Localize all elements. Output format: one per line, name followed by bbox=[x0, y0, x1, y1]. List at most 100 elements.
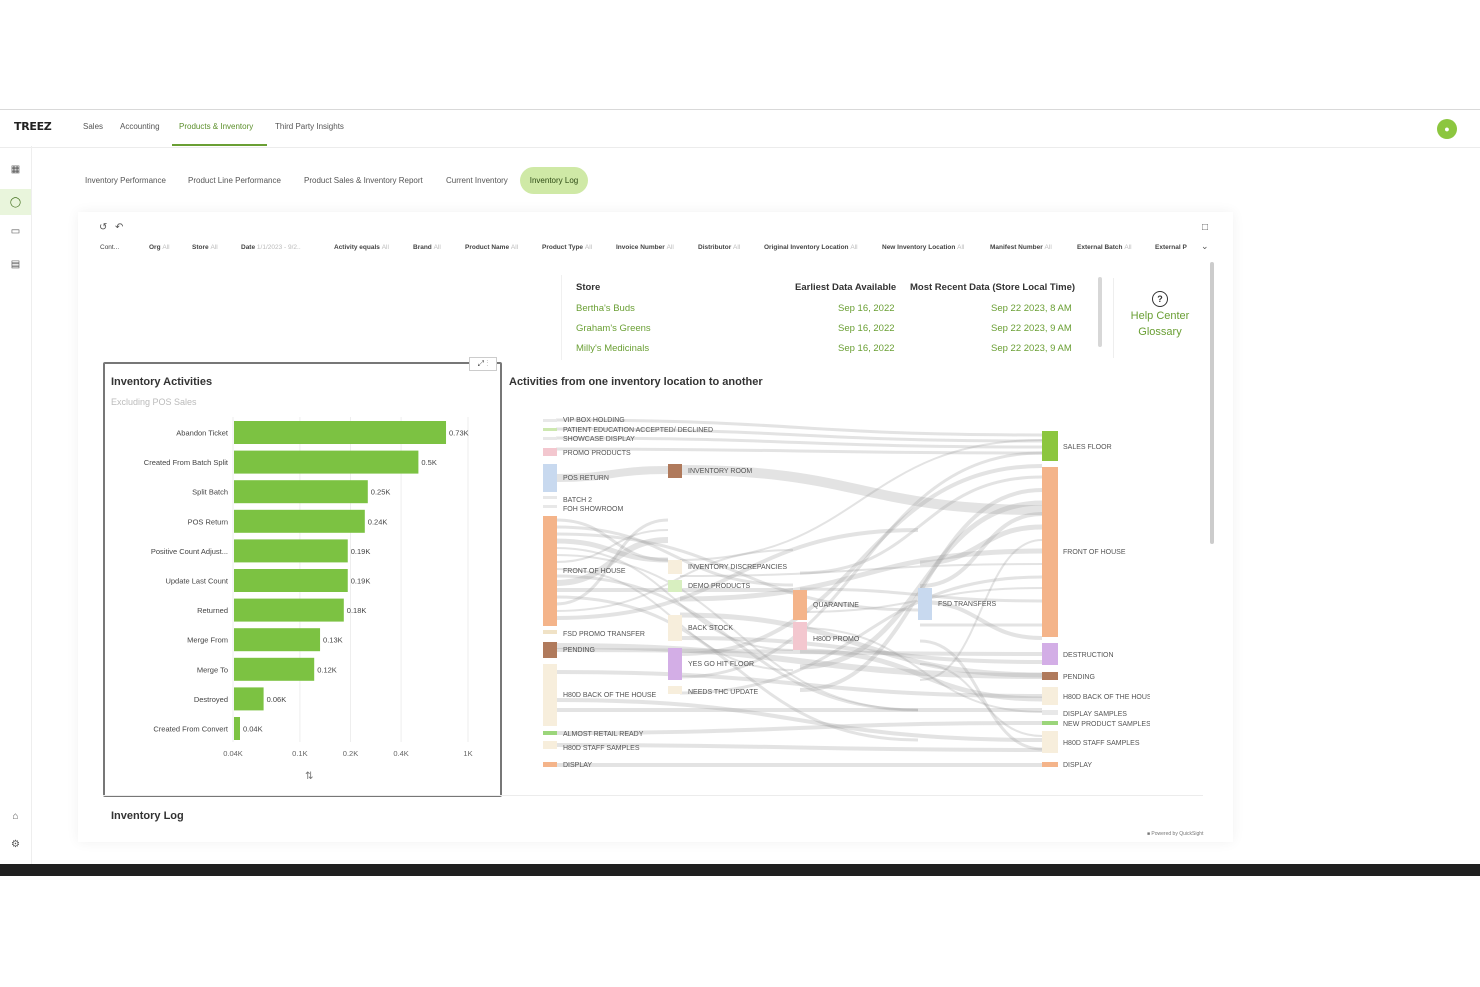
help-center-link[interactable]: Help Center bbox=[1130, 310, 1190, 322]
nav-products-inventory[interactable]: Products & Inventory bbox=[179, 122, 254, 131]
sankey-node[interactable] bbox=[1042, 672, 1058, 680]
sankey-node[interactable] bbox=[1042, 431, 1058, 461]
expand-icon[interactable]: ⤢ bbox=[477, 359, 485, 368]
panel-scrollbar[interactable] bbox=[1210, 262, 1214, 544]
filter-invoice-number[interactable]: Invoice Number All bbox=[616, 244, 674, 251]
sankey-node[interactable] bbox=[543, 428, 557, 431]
nav-third-party-insights[interactable]: Third Party Insights bbox=[275, 122, 344, 131]
filter-controls[interactable]: Cont... bbox=[100, 244, 120, 251]
store-name[interactable]: Milly's Medicinals bbox=[576, 343, 650, 354]
filter-org[interactable]: Org All bbox=[149, 244, 170, 251]
filter-product-name[interactable]: Product Name All bbox=[465, 244, 519, 251]
filter-manifest-number[interactable]: Manifest Number All bbox=[990, 244, 1052, 251]
glossary-link[interactable]: Glossary bbox=[1138, 326, 1182, 338]
sankey-node[interactable] bbox=[543, 496, 557, 499]
sankey-node[interactable] bbox=[543, 741, 557, 749]
bar[interactable] bbox=[234, 717, 240, 740]
bar[interactable] bbox=[234, 450, 419, 474]
store-name[interactable]: Bertha's Buds bbox=[576, 303, 635, 314]
refresh-icon[interactable]: ◯ bbox=[9, 197, 22, 208]
sankey-node[interactable] bbox=[668, 615, 682, 641]
nav-accounting[interactable]: Accounting bbox=[120, 122, 160, 131]
sankey-flow bbox=[679, 548, 1043, 602]
chevron-down-icon[interactable]: ⌄ bbox=[1201, 241, 1209, 251]
filter-activity[interactable]: Activity equals All bbox=[334, 244, 389, 251]
sankey-node-label: POS RETURN bbox=[563, 475, 609, 482]
sankey-node[interactable] bbox=[793, 590, 807, 620]
nav-sales[interactable]: Sales bbox=[83, 122, 104, 131]
filter-external-p[interactable]: External P bbox=[1155, 244, 1187, 251]
sankey-node[interactable] bbox=[1042, 467, 1058, 637]
bar-value-label: 0.5K bbox=[421, 458, 436, 467]
sankey-node[interactable] bbox=[1042, 731, 1058, 753]
filter-distributor[interactable]: Distributor All bbox=[698, 244, 741, 251]
sankey-node[interactable] bbox=[1042, 710, 1058, 715]
sankey-node[interactable] bbox=[543, 505, 557, 508]
filter-brand[interactable]: Brand All bbox=[413, 244, 441, 251]
home-icon[interactable]: ⌂ bbox=[12, 811, 19, 822]
tab-inventory-log[interactable]: Inventory Log bbox=[520, 167, 588, 194]
help-center-glossary[interactable]: ? Help Center Glossary bbox=[1113, 278, 1206, 358]
filter-store[interactable]: Store All bbox=[192, 244, 218, 251]
sankey-node[interactable] bbox=[793, 622, 807, 650]
bar[interactable] bbox=[234, 598, 344, 622]
visual-menu[interactable]: ⤢ ⋮ bbox=[469, 357, 497, 371]
sankey-node[interactable] bbox=[543, 762, 557, 767]
filter-date[interactable]: Date 1/1/2023 - 9/2.. bbox=[241, 244, 301, 251]
bar[interactable] bbox=[234, 657, 315, 681]
sankey-node[interactable] bbox=[668, 686, 682, 694]
tab-product-sales-inventory-report[interactable]: Product Sales & Inventory Report bbox=[304, 176, 423, 185]
bar[interactable] bbox=[234, 539, 348, 563]
dashboard-icon[interactable]: ▦ bbox=[10, 164, 21, 175]
more-options-icon[interactable]: ⋮ bbox=[486, 359, 489, 368]
filter-original-location[interactable]: Original Inventory Location All bbox=[764, 244, 858, 251]
store-name[interactable]: Graham's Greens bbox=[576, 323, 651, 334]
tab-inventory-performance[interactable]: Inventory Performance bbox=[85, 176, 166, 185]
user-avatar-icon[interactable]: ● bbox=[1437, 119, 1457, 139]
back-icon[interactable]: ↶ bbox=[115, 222, 124, 233]
sankey-node[interactable] bbox=[668, 580, 682, 592]
sankey-flow bbox=[799, 627, 1043, 713]
bar[interactable] bbox=[234, 687, 264, 711]
table-scrollbar[interactable] bbox=[1098, 277, 1102, 347]
sankey-flow bbox=[679, 451, 1043, 679]
sankey-node[interactable] bbox=[668, 648, 682, 680]
sankey-node[interactable] bbox=[543, 516, 557, 626]
tab-current-inventory[interactable]: Current Inventory bbox=[446, 176, 508, 185]
sankey-node[interactable] bbox=[543, 448, 557, 456]
calendar-icon[interactable]: ▤ bbox=[10, 259, 21, 270]
sankey-node[interactable] bbox=[543, 419, 557, 422]
bar[interactable] bbox=[234, 421, 447, 444]
treez-logo[interactable]: TREEZ bbox=[14, 120, 52, 133]
bar[interactable] bbox=[234, 628, 321, 652]
bar-value-label: 0.04K bbox=[243, 725, 263, 734]
sort-icon[interactable]: ⇅ bbox=[305, 771, 314, 782]
bar[interactable] bbox=[234, 509, 365, 533]
sankey-node[interactable] bbox=[543, 437, 557, 440]
filter-product-type[interactable]: Product Type All bbox=[542, 244, 593, 251]
folder-icon[interactable]: ▭ bbox=[10, 226, 21, 237]
sankey-node[interactable] bbox=[543, 731, 557, 735]
tab-product-line-performance[interactable]: Product Line Performance bbox=[188, 176, 281, 185]
sankey-node[interactable] bbox=[543, 664, 557, 726]
undo-icon[interactable]: ↺ bbox=[99, 222, 108, 233]
sankey-node-label: H80D BACK OF THE HOUSE bbox=[563, 692, 657, 699]
sankey-node[interactable] bbox=[668, 560, 682, 574]
sankey-node[interactable] bbox=[543, 642, 557, 658]
sankey-node[interactable] bbox=[1042, 687, 1058, 705]
sankey-flow bbox=[555, 743, 1043, 752]
sankey-node[interactable] bbox=[1042, 762, 1058, 767]
sankey-node[interactable] bbox=[918, 588, 932, 620]
sankey-node[interactable] bbox=[668, 464, 682, 478]
settings-gear-icon[interactable]: ⚙ bbox=[11, 839, 20, 850]
filter-external-batch[interactable]: External Batch All bbox=[1077, 244, 1132, 251]
sankey-node[interactable] bbox=[1042, 721, 1058, 725]
sankey-node[interactable] bbox=[1042, 643, 1058, 665]
sankey-node[interactable] bbox=[543, 630, 557, 634]
filter-new-location[interactable]: New Inventory Location All bbox=[882, 244, 965, 251]
sankey-node[interactable] bbox=[543, 464, 557, 492]
bookmark-icon[interactable]: □ bbox=[1202, 222, 1209, 233]
bar-category-label: Destroyed bbox=[194, 695, 228, 704]
bar[interactable] bbox=[234, 569, 348, 592]
bar[interactable] bbox=[234, 480, 368, 504]
